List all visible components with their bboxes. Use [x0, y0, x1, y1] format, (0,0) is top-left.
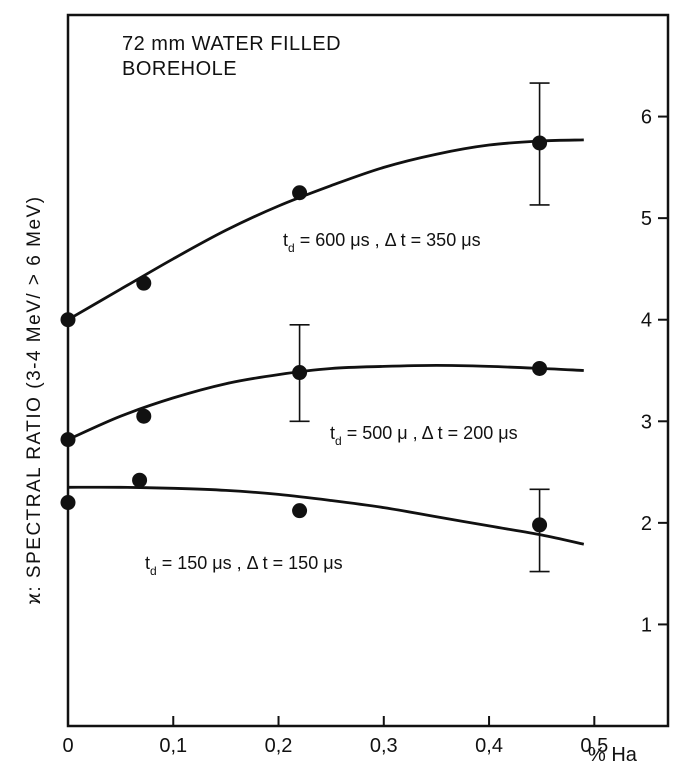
data-point-500-3: [532, 360, 548, 376]
x-tick-label-1: 0,1: [159, 735, 187, 757]
series-label-150-rest: = 150 μs , Δ t = 150 μs: [157, 553, 343, 573]
y-tick-label-1: 1: [641, 614, 652, 636]
x-tick-label-2: 0,2: [265, 735, 293, 757]
series-label-500-rest: = 500 μ , Δ t = 200 μs: [342, 423, 518, 443]
series-label-150-base: t: [145, 553, 150, 573]
y-tick-label-2: 2: [641, 513, 652, 535]
series-label-150: td = 150 μs , Δ t = 150 μs: [145, 553, 343, 578]
series-label-500-sub: d: [335, 434, 342, 448]
fit-curves: [67, 138, 585, 546]
data-points: [60, 135, 548, 533]
y-tick-label-3: 3: [641, 411, 652, 433]
x-tick-label-0: 0: [62, 735, 73, 757]
data-point-600-1: [136, 275, 152, 291]
series-label-600-sub: d: [288, 241, 295, 255]
data-point-150-3: [532, 517, 548, 533]
x-axis-ticks: 0 0,1 0,2 0,3 0,4 0,5: [62, 716, 608, 757]
annotation-line-2: BOREHOLE: [122, 58, 237, 80]
y-tick-label-6: 6: [641, 107, 652, 129]
data-point-500-2: [292, 365, 308, 381]
plot-frame: [66, 13, 670, 728]
fit-curve-150: [67, 485, 585, 546]
data-point-150-1: [132, 472, 148, 488]
data-point-150-0: [60, 495, 76, 511]
error-bars: [289, 82, 550, 573]
y-axis-label: ϰ: SPECTRAL RATIO (3-4 MeV/ > 6 MeV): [24, 195, 45, 604]
x-tick-label-5: 0,5: [580, 735, 608, 757]
y-tick-label-5: 5: [641, 208, 652, 230]
series-label-600: td = 600 μs , Δ t = 350 μs: [283, 230, 481, 255]
data-point-500-1: [136, 408, 152, 424]
series-label-150-sub: d: [150, 564, 157, 578]
data-point-600-0: [60, 312, 76, 328]
series-label-600-rest: = 600 μs , Δ t = 350 μs: [295, 230, 481, 250]
series-label-500: td = 500 μ , Δ t = 200 μs: [330, 423, 518, 448]
annotation-line-1: 72 mm WATER FILLED: [122, 33, 341, 55]
fit-curve-500: [67, 363, 584, 441]
series-label-500-base: t: [330, 423, 335, 443]
x-axis-label: % Ha: [588, 744, 638, 766]
fit-curve-600: [67, 138, 584, 321]
y-axis-ticks: 1 2 3 4 5 6: [641, 107, 668, 636]
x-tick-label-4: 0,4: [475, 735, 503, 757]
data-point-600-2: [292, 185, 308, 201]
data-point-500-0: [60, 432, 76, 448]
x-tick-label-3: 0,3: [370, 735, 398, 757]
y-tick-label-4: 4: [641, 310, 652, 332]
data-point-600-3: [532, 135, 548, 151]
series-label-600-base: t: [283, 230, 288, 250]
data-point-150-2: [292, 503, 308, 519]
